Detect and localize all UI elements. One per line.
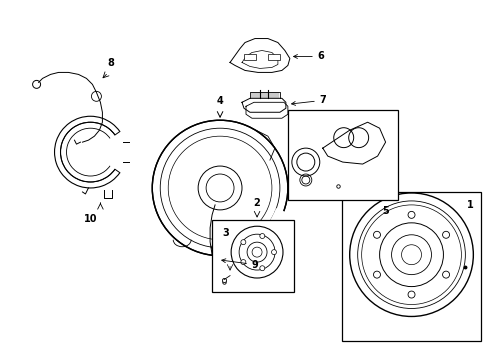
Circle shape [271,249,276,255]
Circle shape [373,231,380,238]
Circle shape [259,234,264,239]
Text: 9: 9 [221,259,258,270]
Text: 8: 8 [107,58,114,68]
Text: 2: 2 [253,198,260,208]
Text: 1: 1 [466,200,472,210]
Circle shape [241,240,245,245]
Circle shape [407,211,414,219]
Text: 4: 4 [216,96,223,106]
Circle shape [259,266,264,271]
Circle shape [241,260,245,265]
Circle shape [442,271,448,278]
Circle shape [442,231,448,238]
Bar [267,54,279,60]
Bar [341,192,480,341]
Text: 5: 5 [382,206,388,216]
Text: 10: 10 [83,214,97,224]
Text: 7: 7 [291,95,326,105]
Bar [244,54,255,60]
Text: 3: 3 [222,228,228,238]
Circle shape [407,291,414,298]
Text: 6: 6 [293,51,324,62]
Bar [287,110,397,200]
Bar [212,220,293,292]
Circle shape [373,271,380,278]
